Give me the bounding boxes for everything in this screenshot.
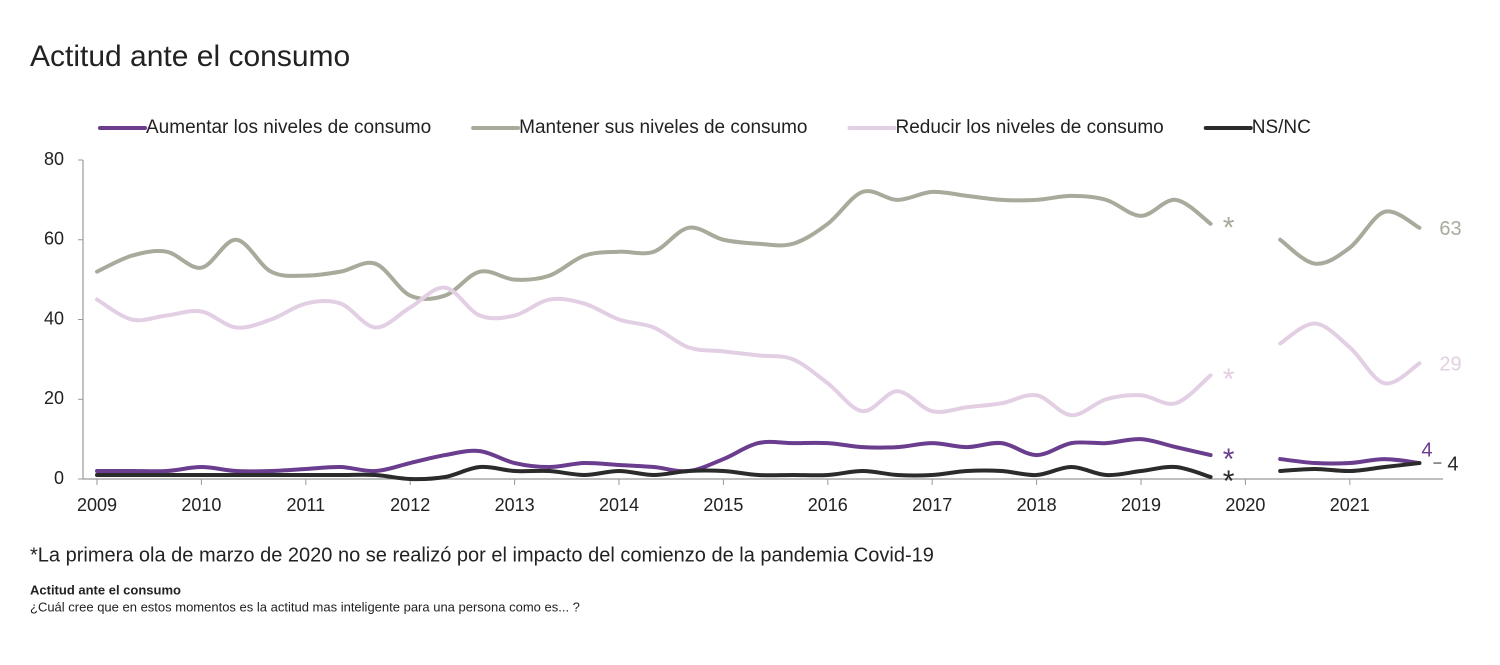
series-line — [95, 461, 1422, 482]
x-tick-label: 2013 — [495, 495, 535, 515]
y-tick-label: 40 — [44, 308, 64, 328]
y-tick-label: 20 — [44, 388, 64, 408]
legend-label: Aumentar los niveles de consumo — [146, 117, 431, 138]
source-note: ¿Cuál cree que en estos momentos es la a… — [30, 599, 580, 614]
x-tick-label: 2012 — [390, 495, 430, 515]
series-line — [95, 437, 1422, 474]
legend-label: Reducir los niveles de consumo — [895, 117, 1163, 138]
x-tick-label: 2020 — [1225, 495, 1265, 515]
x-tick-label: 2011 — [286, 495, 325, 515]
source-title: Actitud ante el consumo — [30, 582, 181, 597]
series-note: * — [1223, 443, 1235, 476]
x-tick-label: 2021 — [1330, 495, 1370, 515]
x-tick-label: 2009 — [77, 495, 117, 515]
end-value-label: 4 — [1421, 439, 1432, 461]
series-line — [95, 285, 1422, 418]
series-note: * — [1223, 212, 1235, 245]
chart-title: Actitud ante el consumo — [30, 40, 350, 73]
x-tick-label: 2014 — [599, 495, 639, 515]
x-tick-label: 2017 — [912, 495, 952, 515]
y-tick-label: 0 — [54, 468, 64, 488]
footnote: *La primera ola de marzo de 2020 no se r… — [30, 544, 934, 566]
x-tick-label: 2019 — [1121, 495, 1161, 515]
legend-label: NS/NC — [1252, 117, 1311, 138]
end-value-label: 4 — [1447, 453, 1458, 475]
x-tick-label: 2018 — [1017, 495, 1057, 515]
series-note: * — [1223, 363, 1235, 396]
series-line — [95, 189, 1422, 302]
legend-label: Mantener sus niveles de consumo — [519, 117, 807, 138]
x-tick-label: 2016 — [808, 495, 848, 515]
x-tick-label: 2010 — [181, 495, 221, 515]
series-note: * — [1223, 465, 1235, 498]
x-tick-label: 2015 — [703, 495, 743, 515]
end-value-label: 29 — [1439, 354, 1461, 376]
y-tick-label: 60 — [44, 229, 64, 249]
y-tick-label: 80 — [44, 149, 64, 169]
end-value-label: 63 — [1439, 218, 1461, 240]
